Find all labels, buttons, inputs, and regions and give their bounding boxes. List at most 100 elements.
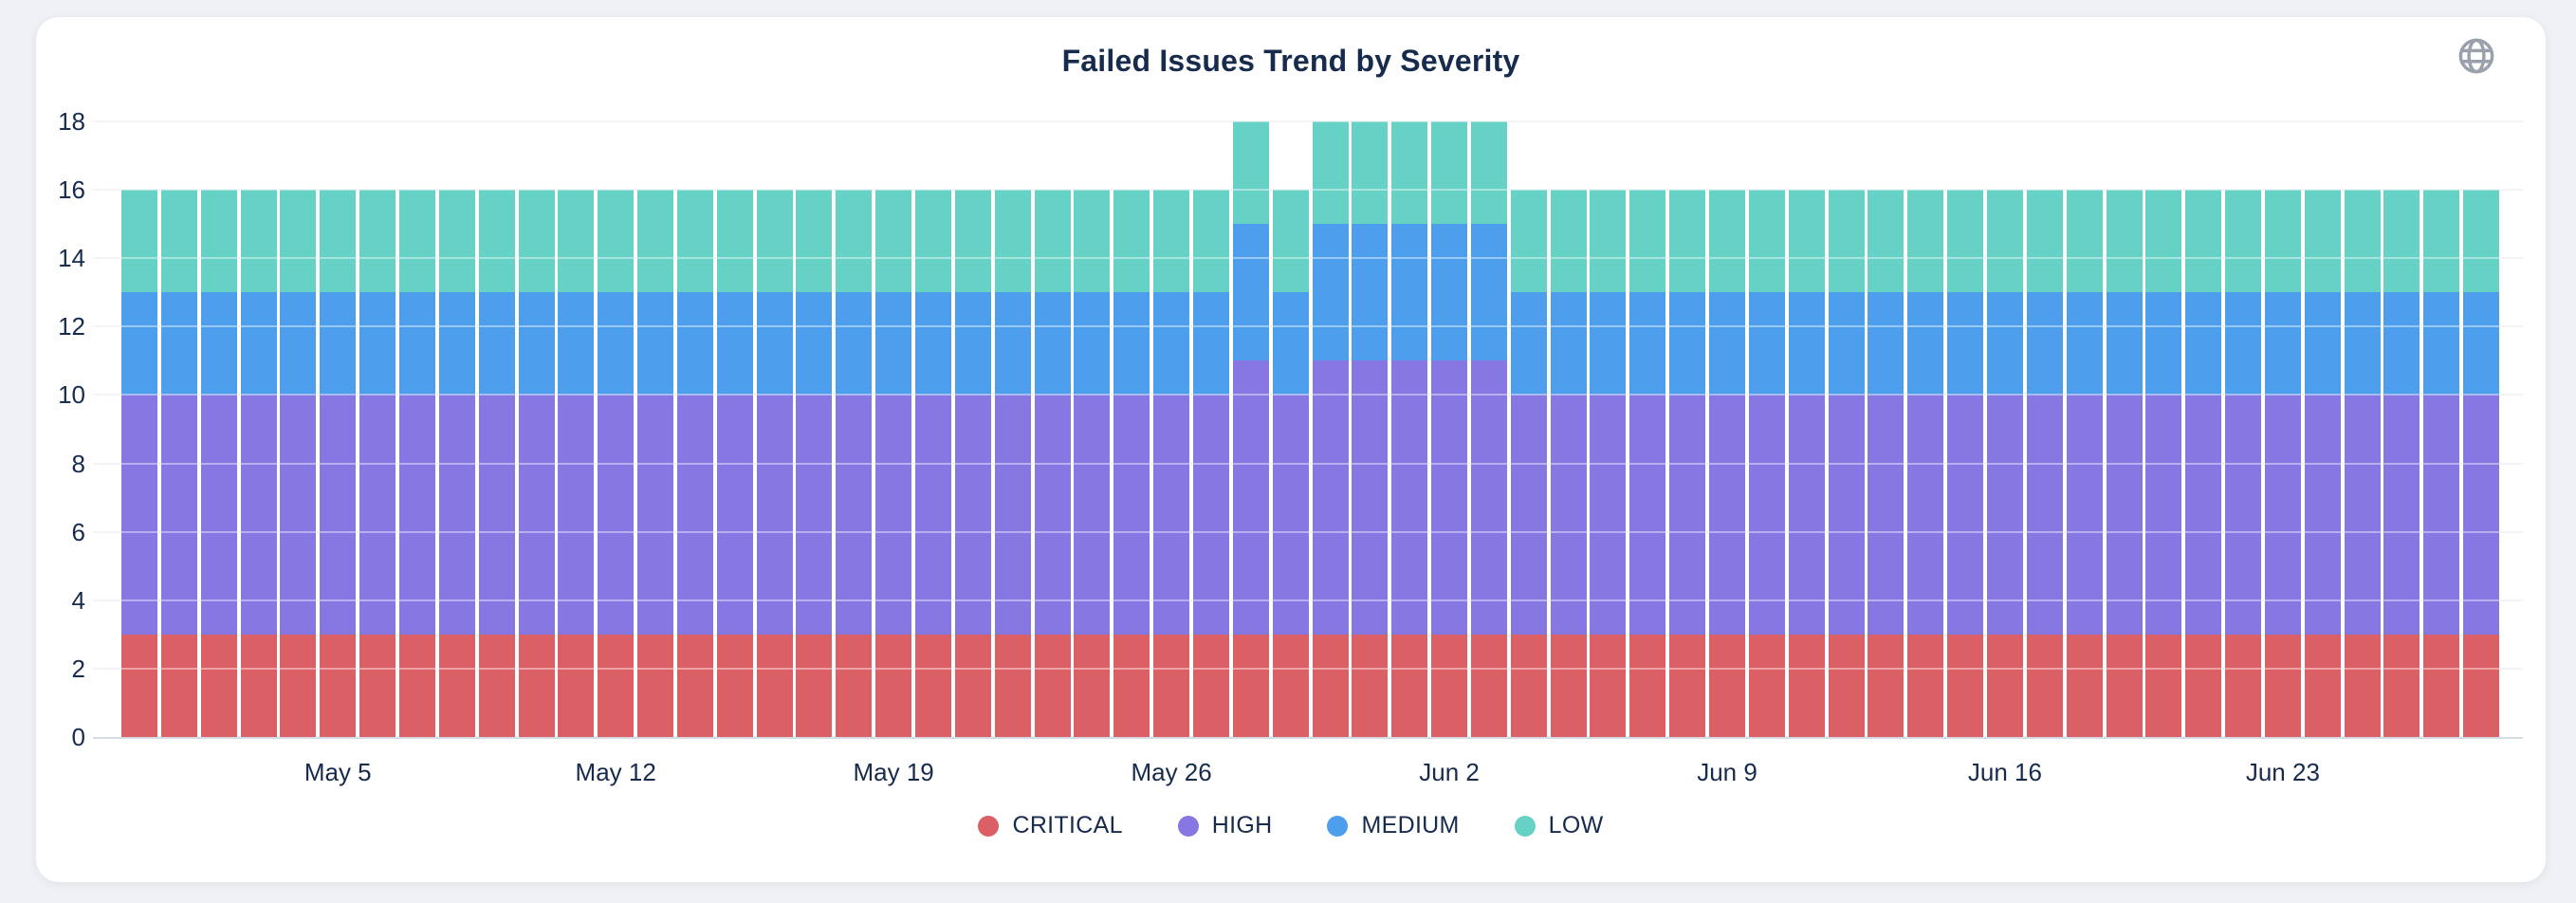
bar-jun-8[interactable] bbox=[1669, 190, 1706, 737]
bar-segment-high[interactable] bbox=[2264, 395, 2301, 635]
bar-segment-medium[interactable] bbox=[1907, 292, 1944, 396]
bar-segment-high[interactable] bbox=[478, 395, 515, 635]
bar-segment-critical[interactable] bbox=[915, 634, 951, 737]
bar-segment-low[interactable] bbox=[160, 190, 197, 293]
bar-segment-high[interactable] bbox=[1748, 395, 1785, 635]
bar-segment-medium[interactable] bbox=[2344, 292, 2381, 396]
bar-segment-medium[interactable] bbox=[1431, 224, 1468, 361]
bar-segment-low[interactable] bbox=[1669, 190, 1706, 293]
bar-segment-critical[interactable] bbox=[1312, 634, 1349, 737]
bar-segment-critical[interactable] bbox=[1034, 634, 1071, 737]
bar-segment-high[interactable] bbox=[558, 395, 595, 635]
bar-segment-high[interactable] bbox=[280, 395, 317, 635]
bar-segment-high[interactable] bbox=[2106, 395, 2143, 635]
bar-may-17[interactable] bbox=[796, 190, 833, 737]
bar-segment-low[interactable] bbox=[2463, 190, 2500, 293]
bar-segment-low[interactable] bbox=[2264, 190, 2301, 293]
bar-segment-low[interactable] bbox=[1470, 121, 1507, 225]
bar-may-3[interactable] bbox=[240, 190, 277, 737]
bar-segment-critical[interactable] bbox=[1669, 634, 1706, 737]
bar-segment-critical[interactable] bbox=[320, 634, 357, 737]
bar-segment-low[interactable] bbox=[1510, 190, 1547, 293]
bar-segment-critical[interactable] bbox=[1986, 634, 2023, 737]
bar-segment-high[interactable] bbox=[1550, 395, 1587, 635]
bar-segment-low[interactable] bbox=[1629, 190, 1666, 293]
bar-segment-low[interactable] bbox=[1034, 190, 1071, 293]
bar-segment-critical[interactable] bbox=[1550, 634, 1587, 737]
legend-item-low[interactable]: LOW bbox=[1514, 812, 1604, 839]
bar-segment-low[interactable] bbox=[1907, 190, 1944, 293]
bar-segment-medium[interactable] bbox=[558, 292, 595, 396]
bar-segment-high[interactable] bbox=[994, 395, 1031, 635]
bar-may-11[interactable] bbox=[558, 190, 595, 737]
bar-segment-critical[interactable] bbox=[2264, 634, 2301, 737]
bar-may-22[interactable] bbox=[994, 190, 1031, 737]
bar-segment-critical[interactable] bbox=[240, 634, 277, 737]
bar-segment-low[interactable] bbox=[1868, 190, 1904, 293]
bar-segment-high[interactable] bbox=[438, 395, 475, 635]
bar-segment-medium[interactable] bbox=[1113, 292, 1150, 396]
bar-segment-high[interactable] bbox=[2225, 395, 2262, 635]
bar-may-26[interactable] bbox=[1153, 190, 1190, 737]
bar-segment-high[interactable] bbox=[121, 395, 157, 635]
bar-jun-12[interactable] bbox=[1828, 190, 1865, 737]
bar-jun-4[interactable] bbox=[1510, 190, 1547, 737]
bar-segment-critical[interactable] bbox=[2304, 634, 2341, 737]
bar-segment-low[interactable] bbox=[1788, 190, 1825, 293]
bar-segment-medium[interactable] bbox=[160, 292, 197, 396]
bar-segment-critical[interactable] bbox=[994, 634, 1031, 737]
bar-segment-low[interactable] bbox=[2145, 190, 2182, 293]
bar-segment-high[interactable] bbox=[240, 395, 277, 635]
bar-segment-medium[interactable] bbox=[1788, 292, 1825, 396]
bar-jun-23[interactable] bbox=[2264, 190, 2301, 737]
bar-segment-high[interactable] bbox=[796, 395, 833, 635]
bar-segment-medium[interactable] bbox=[1232, 224, 1269, 361]
bar-segment-high[interactable] bbox=[1431, 360, 1468, 635]
bar-segment-medium[interactable] bbox=[915, 292, 951, 396]
bar-segment-high[interactable] bbox=[1391, 360, 1428, 635]
bar-segment-high[interactable] bbox=[1709, 395, 1745, 635]
bar-segment-medium[interactable] bbox=[637, 292, 674, 396]
bar-segment-low[interactable] bbox=[478, 190, 515, 293]
bar-may-10[interactable] bbox=[518, 190, 555, 737]
bar-segment-medium[interactable] bbox=[2026, 292, 2063, 396]
bar-segment-low[interactable] bbox=[1192, 190, 1229, 293]
bar-segment-critical[interactable] bbox=[1828, 634, 1865, 737]
bar-may-30[interactable] bbox=[1312, 121, 1349, 737]
bar-segment-critical[interactable] bbox=[518, 634, 555, 737]
bar-segment-high[interactable] bbox=[1470, 360, 1507, 635]
bar-segment-low[interactable] bbox=[1828, 190, 1865, 293]
bar-segment-high[interactable] bbox=[1590, 395, 1627, 635]
bar-may-2[interactable] bbox=[200, 190, 237, 737]
bar-segment-medium[interactable] bbox=[280, 292, 317, 396]
bar-segment-critical[interactable] bbox=[1907, 634, 1944, 737]
bar-jun-26[interactable] bbox=[2383, 190, 2420, 737]
bar-may-21[interactable] bbox=[954, 190, 991, 737]
bar-segment-low[interactable] bbox=[756, 190, 793, 293]
bar-segment-critical[interactable] bbox=[836, 634, 873, 737]
bar-segment-high[interactable] bbox=[716, 395, 753, 635]
bar-segment-high[interactable] bbox=[954, 395, 991, 635]
bar-segment-critical[interactable] bbox=[280, 634, 317, 737]
bar-segment-critical[interactable] bbox=[2066, 634, 2103, 737]
bar-segment-low[interactable] bbox=[1709, 190, 1745, 293]
bar-segment-low[interactable] bbox=[518, 190, 555, 293]
bar-may-9[interactable] bbox=[478, 190, 515, 737]
bar-segment-high[interactable] bbox=[1113, 395, 1150, 635]
bar-segment-medium[interactable] bbox=[1629, 292, 1666, 396]
bar-segment-high[interactable] bbox=[2423, 395, 2460, 635]
bar-segment-critical[interactable] bbox=[359, 634, 396, 737]
bar-segment-critical[interactable] bbox=[200, 634, 237, 737]
bar-segment-critical[interactable] bbox=[2423, 634, 2460, 737]
bar-may-4[interactable] bbox=[280, 190, 317, 737]
bar-may-20[interactable] bbox=[915, 190, 951, 737]
bar-segment-high[interactable] bbox=[637, 395, 674, 635]
bar-segment-low[interactable] bbox=[438, 190, 475, 293]
bar-segment-low[interactable] bbox=[1352, 121, 1389, 225]
legend-item-critical[interactable]: CRITICAL bbox=[978, 812, 1122, 839]
bar-segment-low[interactable] bbox=[2344, 190, 2381, 293]
bar-segment-low[interactable] bbox=[915, 190, 951, 293]
bar-jun-16[interactable] bbox=[1986, 190, 2023, 737]
bar-segment-high[interactable] bbox=[676, 395, 713, 635]
bar-segment-critical[interactable] bbox=[1391, 634, 1428, 737]
